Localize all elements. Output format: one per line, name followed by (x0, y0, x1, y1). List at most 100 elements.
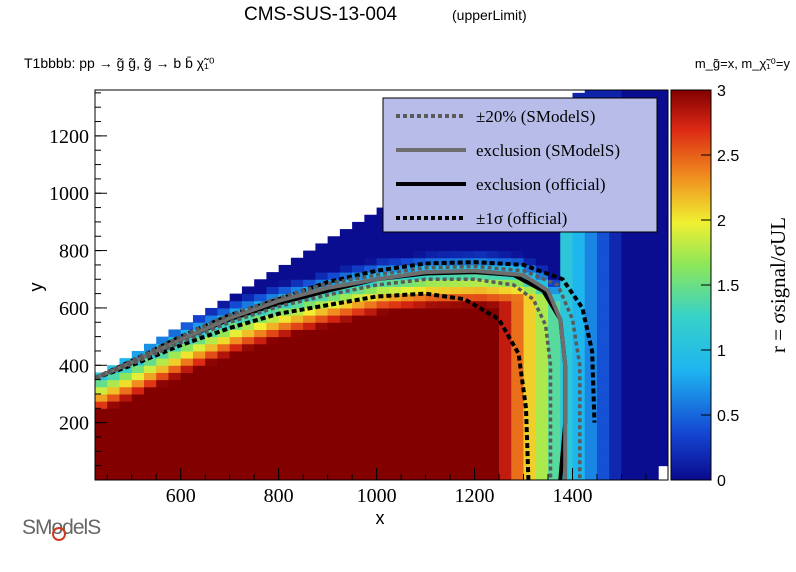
heatmap-cell (254, 350, 267, 359)
heatmap-cell (523, 415, 537, 424)
heatmap-cell (143, 365, 157, 373)
heatmap-cell (192, 465, 206, 474)
heatmap-cell (205, 379, 218, 388)
heatmap-cell (413, 257, 427, 266)
heatmap-cell (499, 343, 512, 352)
heatmap-cell (327, 329, 341, 338)
heatmap-cell (584, 429, 598, 438)
heatmap-cell (192, 386, 206, 395)
y-axis: 200 400 600 800 1000 1200 (49, 92, 107, 467)
heatmap-cell (609, 286, 622, 295)
heatmap-cell (192, 415, 206, 424)
heatmap-cell (364, 286, 378, 295)
heatmap-cell (425, 329, 439, 338)
heatmap-cell (548, 350, 561, 359)
heatmap-cell (425, 472, 439, 480)
heatmap-cell (119, 422, 133, 431)
heatmap-cell (278, 401, 292, 409)
heatmap-cell (474, 401, 488, 409)
heatmap-cell (205, 343, 218, 352)
heatmap-cell (596, 236, 610, 244)
heatmap-cell (352, 472, 365, 480)
heatmap-cell (474, 379, 488, 388)
heatmap-cell (486, 286, 500, 295)
heatmap-cell (450, 458, 463, 467)
heatmap-cell (364, 372, 378, 381)
heatmap-cell (621, 401, 635, 409)
heatmap-cell (107, 393, 120, 402)
heatmap-cell (523, 429, 537, 438)
heatmap-cell (621, 358, 635, 366)
y-tick-label: 200 (59, 413, 89, 435)
z-tick-label: 0.5 (717, 408, 739, 425)
y-tick-label: 1000 (49, 183, 89, 205)
heatmap-cell (596, 415, 610, 424)
heatmap-cell (119, 436, 133, 445)
heatmap-cell (401, 358, 414, 366)
heatmap-cell (658, 207, 668, 216)
heatmap-cell (376, 386, 390, 395)
heatmap-cell (486, 243, 500, 252)
x-axis-label: x (376, 508, 385, 528)
heatmap-cell (548, 336, 561, 345)
heatmap-cell (413, 322, 427, 330)
heatmap-cell (462, 386, 476, 395)
heatmap-cell (156, 393, 169, 402)
heatmap-cell (168, 458, 182, 467)
heatmap-cell (645, 444, 659, 452)
heatmap-cell (462, 393, 476, 402)
heatmap-cell (645, 286, 659, 295)
heatmap-cell (168, 422, 182, 431)
heatmap-cell (229, 472, 243, 480)
heatmap-cell (621, 286, 635, 295)
heatmap-cell (462, 458, 476, 467)
heatmap-cell (192, 458, 206, 467)
heatmap-cell (241, 329, 255, 338)
legend-label: ±20% (SModelS) (476, 107, 595, 126)
heatmap-cell (229, 379, 243, 388)
heatmap-cell (290, 444, 304, 452)
heatmap-cell (633, 343, 647, 352)
heatmap-cell (376, 444, 390, 452)
heatmap-cell (450, 436, 463, 445)
x-tick-label: 1200 (455, 485, 495, 507)
heatmap-cell (596, 243, 610, 252)
heatmap-cell (339, 229, 353, 237)
heatmap-cell (633, 236, 647, 244)
heatmap-cell (609, 264, 622, 273)
heatmap-cell (327, 429, 341, 438)
heatmap-cell (486, 422, 500, 431)
heatmap-cell (425, 365, 439, 373)
heatmap-cell (596, 264, 610, 273)
heatmap-cell (376, 429, 390, 438)
heatmap-cell (584, 300, 598, 309)
heatmap-cell (192, 408, 206, 416)
heatmap-cell (95, 472, 108, 480)
heatmap-cell (584, 422, 598, 431)
heatmap-cell (474, 358, 488, 366)
heatmap-cell (609, 315, 622, 323)
heatmap-cell (241, 422, 255, 431)
heatmap-cell (474, 422, 488, 431)
legend-label: exclusion (official) (476, 175, 606, 194)
heatmap-cell (339, 444, 353, 452)
heatmap-cell (450, 329, 463, 338)
heatmap-cell (327, 358, 341, 366)
heatmap-cell (327, 350, 341, 359)
heatmap-cell (364, 365, 378, 373)
heatmap-cell (548, 429, 561, 438)
heatmap-cell (511, 336, 525, 345)
heatmap-cell (645, 429, 659, 438)
heatmap-cell (303, 329, 316, 338)
heatmap-cell (584, 243, 598, 252)
x-tick-label: 800 (264, 485, 294, 507)
heatmap-cell (315, 451, 329, 459)
heatmap-cell (425, 386, 439, 395)
heatmap-cell (388, 401, 402, 409)
heatmap-cell (499, 386, 512, 395)
heatmap-cell (290, 343, 304, 352)
heatmap-cell (413, 422, 427, 431)
heatmap-cell (119, 386, 133, 395)
y-tick-label: 600 (59, 298, 89, 320)
heatmap-cell (229, 365, 243, 373)
